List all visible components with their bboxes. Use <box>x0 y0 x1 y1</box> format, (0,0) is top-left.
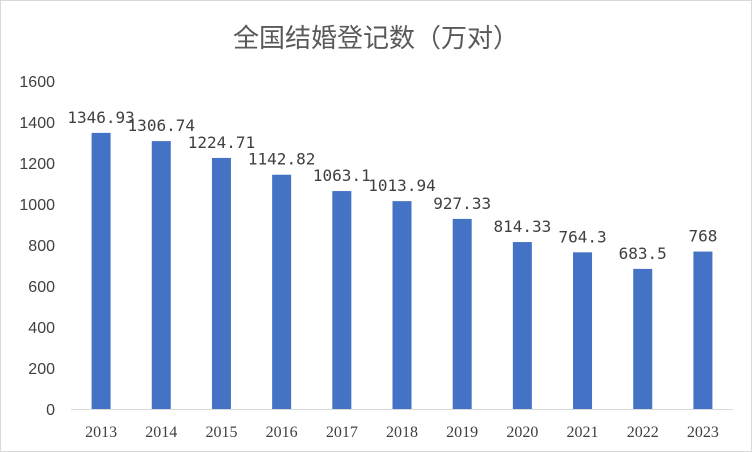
x-tick-label-2018: 2018 <box>386 424 418 441</box>
bars-group <box>91 132 713 410</box>
x-tick-label-2019: 2019 <box>446 424 478 441</box>
data-label-2021: 764.3 <box>558 227 606 246</box>
y-tick-label: 0 <box>46 402 55 419</box>
bar-2013 <box>91 132 111 410</box>
chart-title: 全国结婚登记数（万对） <box>233 24 519 54</box>
data-label-2016: 1142.82 <box>248 150 315 169</box>
bar-2021 <box>573 252 593 409</box>
data-labels-group: 1346.931306.741224.711142.821063.11013.9… <box>67 108 717 263</box>
x-tick-label-2014: 2014 <box>145 424 177 441</box>
y-tick-label: 1200 <box>19 156 55 173</box>
x-tick-label-2016: 2016 <box>266 424 298 441</box>
x-axis-ticks: 2013 2014 2015 2016 2017 2018 2019 2020 2021 2022… <box>85 424 719 441</box>
bar-2014 <box>151 141 171 410</box>
data-label-2022: 683.5 <box>619 244 667 263</box>
y-tick-label: 600 <box>28 279 55 296</box>
y-tick-label: 800 <box>28 238 55 255</box>
y-tick-label: 1400 <box>19 115 55 132</box>
x-tick-label-2020: 2020 <box>506 424 538 441</box>
data-label-2023: 768 <box>688 227 717 246</box>
x-tick-label-2013: 2013 <box>85 424 117 441</box>
y-tick-label: 400 <box>28 320 55 337</box>
y-tick-label: 1600 <box>19 74 55 91</box>
bar-2016 <box>272 174 292 409</box>
data-label-2013: 1346.93 <box>67 108 134 127</box>
bar-2022 <box>633 268 653 409</box>
x-tick-label-2015: 2015 <box>205 424 237 441</box>
bar-2017 <box>332 191 352 409</box>
x-tick-label-2022: 2022 <box>627 424 659 441</box>
bar-2015 <box>211 157 231 409</box>
y-tick-label: 1000 <box>19 197 55 214</box>
data-label-2018: 1013.94 <box>368 176 435 195</box>
y-tick-label: 200 <box>28 361 55 378</box>
bar-2023 <box>693 251 713 409</box>
bar-2018 <box>392 201 412 409</box>
data-label-2014: 1306.74 <box>128 116 195 135</box>
data-label-2019: 927.33 <box>433 194 491 213</box>
x-tick-label-2023: 2023 <box>687 424 719 441</box>
bar-2020 <box>512 242 532 409</box>
data-label-2020: 814.33 <box>493 217 551 236</box>
x-tick-label-2021: 2021 <box>567 424 599 441</box>
bar-2019 <box>452 218 472 409</box>
y-axis-ticks: 0 200 400 600 800 1000 1200 1400 1600 <box>19 74 55 419</box>
data-label-2017: 1063.1 <box>313 166 371 185</box>
data-label-2015: 1224.71 <box>188 133 255 152</box>
x-tick-label-2017: 2017 <box>326 424 358 441</box>
